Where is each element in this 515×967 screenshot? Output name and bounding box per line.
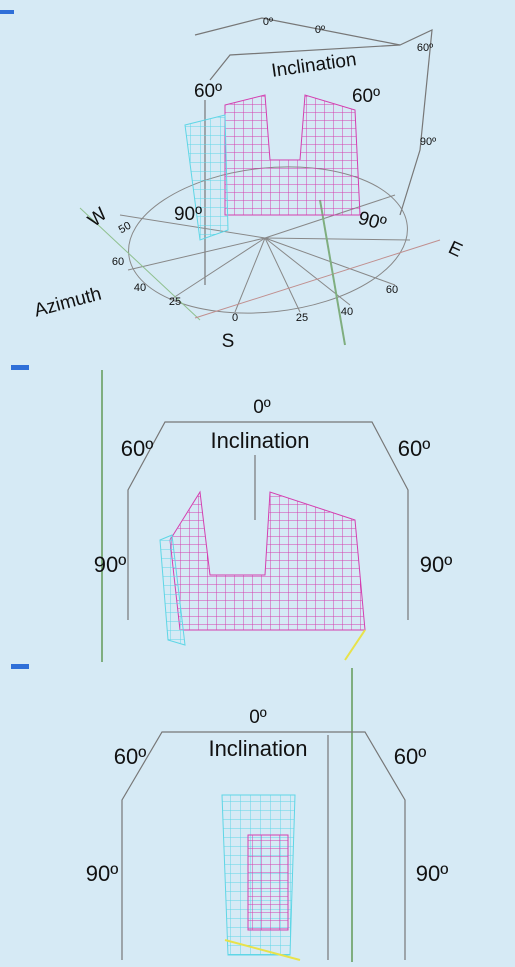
label: 90º bbox=[420, 552, 453, 577]
label: 60º bbox=[417, 42, 433, 54]
label: 40 bbox=[341, 306, 353, 318]
label: 0º bbox=[263, 16, 273, 28]
label: 90º bbox=[420, 136, 436, 148]
label: Inclination bbox=[210, 428, 309, 453]
wireframe bbox=[344, 629, 366, 661]
label: W bbox=[84, 204, 111, 232]
shape bbox=[119, 214, 266, 239]
label: 60º bbox=[114, 744, 147, 769]
shape bbox=[234, 237, 266, 313]
label: S bbox=[222, 331, 235, 352]
label: 25 bbox=[169, 296, 181, 308]
shape bbox=[264, 237, 411, 241]
label: 60 bbox=[386, 284, 398, 296]
axis-e bbox=[194, 239, 441, 319]
panel-marker bbox=[11, 664, 29, 669]
label: 90º bbox=[174, 204, 202, 225]
label: 0º bbox=[253, 397, 271, 418]
label: 25 bbox=[296, 312, 308, 324]
label: 90º bbox=[416, 861, 449, 886]
wireframe bbox=[247, 834, 289, 931]
panel-3d bbox=[79, 17, 441, 346]
label: 60º bbox=[394, 744, 427, 769]
wireframe bbox=[224, 94, 361, 216]
label: 0 bbox=[232, 312, 238, 324]
label: 90º bbox=[356, 208, 389, 236]
label: Azimuth bbox=[32, 284, 104, 322]
label: 0º bbox=[249, 707, 267, 728]
panel-side bbox=[121, 668, 406, 962]
wireframe bbox=[169, 490, 366, 631]
shape bbox=[264, 194, 396, 239]
wireframe bbox=[224, 939, 301, 961]
frame bbox=[121, 731, 406, 960]
label: E bbox=[445, 237, 465, 261]
label: 90º bbox=[94, 552, 127, 577]
label: 60º bbox=[398, 436, 431, 461]
axis-line bbox=[319, 199, 346, 346]
frame bbox=[209, 44, 401, 81]
label: Inclination bbox=[208, 736, 307, 761]
label: 50 bbox=[117, 220, 134, 237]
shape bbox=[264, 237, 301, 313]
frame bbox=[194, 17, 433, 216]
label: 0º bbox=[315, 24, 325, 36]
panel-front bbox=[101, 370, 409, 662]
panel-marker bbox=[0, 10, 14, 14]
wireframe bbox=[184, 114, 229, 241]
label: 40 bbox=[134, 282, 146, 294]
label: 60º bbox=[121, 436, 154, 461]
axis-w bbox=[79, 207, 201, 321]
wireframe bbox=[159, 534, 186, 646]
label: 60º bbox=[194, 81, 222, 102]
shape bbox=[169, 237, 266, 301]
frame bbox=[127, 421, 409, 620]
label: 90º bbox=[86, 861, 119, 886]
label: Inclination bbox=[270, 49, 358, 82]
label: 60 bbox=[112, 256, 124, 268]
shape bbox=[127, 237, 266, 271]
label: 60º bbox=[352, 86, 380, 107]
panel-marker bbox=[11, 365, 29, 370]
